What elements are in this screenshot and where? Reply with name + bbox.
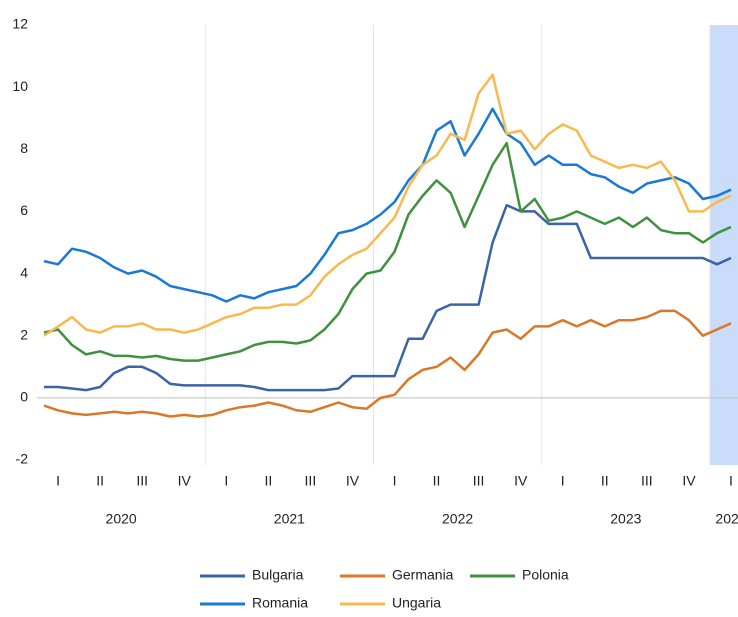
x-tick-label: II	[264, 473, 272, 489]
y-tick-label: -2	[16, 451, 29, 467]
legend-label: Polonia	[522, 567, 569, 583]
x-tick-label: II	[601, 473, 609, 489]
y-tick-label: 10	[12, 78, 28, 94]
x-tick-label: III	[305, 473, 317, 489]
x-tick-label: I	[224, 473, 228, 489]
x-tick-label: IV	[178, 473, 192, 489]
series-line	[44, 203, 732, 392]
y-tick-label: 0	[20, 389, 28, 405]
legend-label: Germania	[392, 567, 454, 583]
x-tick-label: IV	[682, 473, 696, 489]
series-line	[43, 141, 732, 362]
series-line	[43, 73, 732, 337]
y-tick-label: 6	[20, 202, 28, 218]
series-line	[43, 309, 732, 418]
y-tick-label: 12	[12, 16, 28, 32]
legend-label: Romania	[252, 595, 308, 611]
x-tick-label: I	[56, 473, 60, 489]
shaded-period	[709, 25, 738, 465]
x-tick-label: IV	[346, 473, 360, 489]
x-tick-label: I	[729, 473, 733, 489]
x-tick-label: I	[561, 473, 565, 489]
y-tick-label: 2	[20, 326, 28, 342]
year-label: 2020	[106, 511, 137, 527]
x-tick-label: III	[641, 473, 653, 489]
year-label: 2023	[610, 511, 641, 527]
x-tick-label: II	[96, 473, 104, 489]
year-label: 2022	[442, 511, 473, 527]
legend-label: Ungaria	[392, 595, 441, 611]
x-tick-label: IV	[514, 473, 528, 489]
legend-label: Bulgaria	[252, 567, 304, 583]
y-tick-label: 8	[20, 140, 28, 156]
year-label: 2021	[274, 511, 305, 527]
x-tick-label: III	[136, 473, 148, 489]
x-tick-label: II	[433, 473, 441, 489]
x-tick-label: I	[393, 473, 397, 489]
y-tick-label: 4	[20, 264, 28, 280]
x-tick-label: III	[473, 473, 485, 489]
series-line	[43, 107, 732, 303]
